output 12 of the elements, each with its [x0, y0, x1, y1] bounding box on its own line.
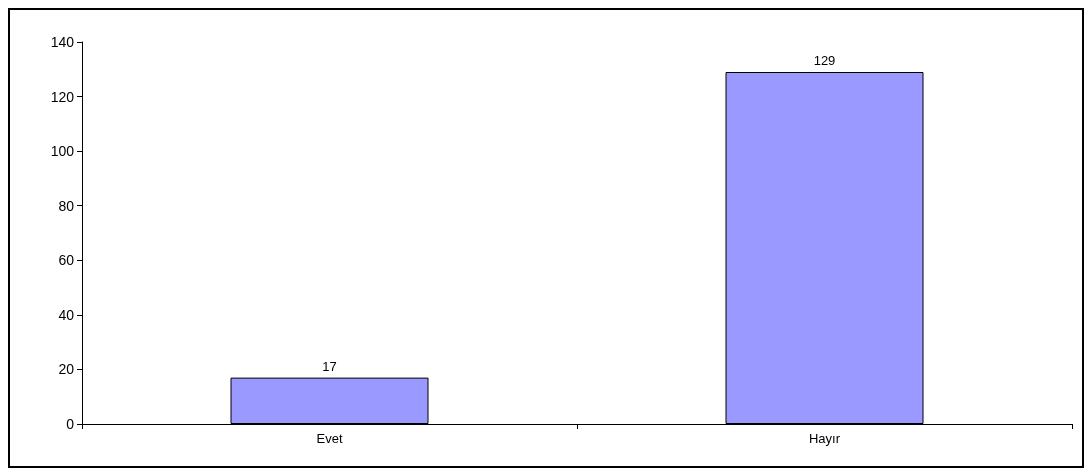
y-tick-label: 140	[50, 34, 75, 50]
y-tick-label: 100	[50, 143, 75, 160]
x-tick-label: Evet	[316, 431, 343, 446]
data-label: 129	[813, 53, 836, 69]
data-label: 17	[322, 358, 337, 374]
y-tick-label: 40	[58, 306, 75, 323]
y-tick-label: 80	[58, 197, 75, 214]
y-tick-label: 20	[58, 361, 75, 378]
x-tick-label: Hayır	[808, 431, 841, 446]
y-tick-label: 0	[66, 416, 75, 432]
y-tick-label: 120	[50, 88, 75, 105]
y-tick-label: 60	[58, 252, 75, 269]
